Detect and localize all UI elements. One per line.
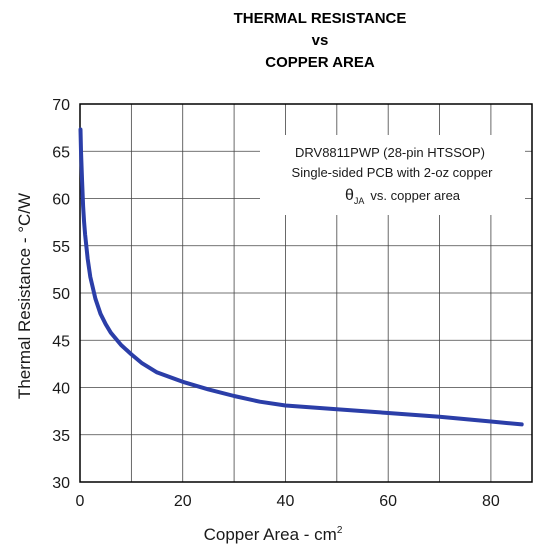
x-tick-label: 20: [174, 493, 192, 510]
x-tick-labels: 0 20 40 60 80: [76, 493, 500, 510]
title-line-3: COPPER AREA: [265, 54, 375, 71]
title-line-1: THERMAL RESISTANCE: [233, 10, 407, 27]
y-tick-labels: 30 35 40 45 50 55 60 65 70: [52, 97, 70, 492]
x-axis-label-superscript: 2: [337, 525, 343, 536]
x-tick-label: 80: [482, 493, 500, 510]
annotation-box: [260, 135, 525, 215]
y-tick-label: 40: [52, 381, 70, 398]
x-tick-label: 0: [76, 493, 85, 510]
x-tick-label: 60: [379, 493, 397, 510]
y-axis-label: Thermal Resistance - °C/W: [15, 193, 34, 399]
y-tick-label: 50: [52, 286, 70, 303]
x-tick-label: 40: [277, 493, 295, 510]
y-tick-label: 55: [52, 239, 70, 256]
series-line: [78, 127, 524, 427]
y-tick-label: 30: [52, 475, 70, 492]
chart-title: THERMAL RESISTANCE vs COPPER AREA: [135, 8, 505, 74]
y-tick-label: 60: [52, 192, 70, 209]
annotation-line-3-text: vs. copper area: [370, 188, 460, 203]
y-tick-label: 70: [52, 97, 70, 114]
y-tick-label: 45: [52, 333, 70, 350]
title-line-2: vs: [311, 32, 329, 49]
theta-symbol: θ: [345, 187, 354, 204]
annotation-line-3: θJA vs. copper area: [345, 187, 461, 206]
y-tick-label: 35: [52, 428, 70, 445]
theta-subscript: JA: [354, 196, 365, 206]
y-tick-label: 65: [52, 144, 70, 161]
x-axis-label: Copper Area - cm2: [204, 525, 343, 544]
plot-frame: [79, 103, 533, 483]
annotation-line-2: Single-sided PCB with 2-oz copper: [292, 165, 494, 180]
annotation-line-1: DRV8811PWP (28-pin HTSSOP): [295, 145, 485, 160]
